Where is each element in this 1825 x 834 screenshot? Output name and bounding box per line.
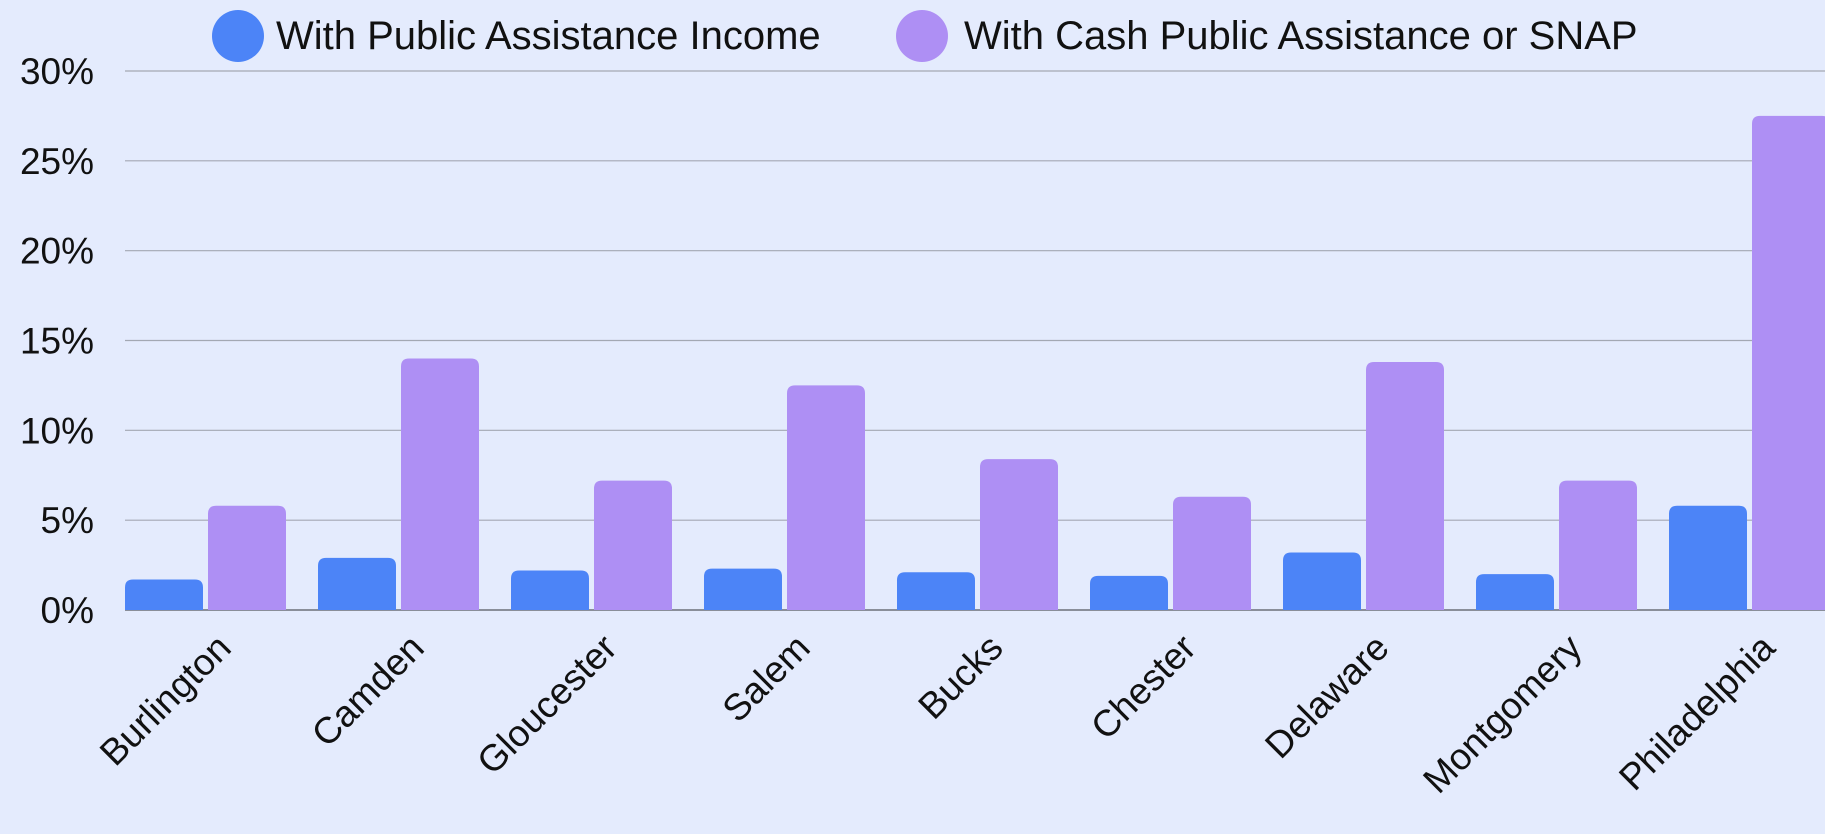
y-tick-label: 25% [20,141,94,182]
legend-swatch [896,10,948,62]
y-tick-label: 20% [20,231,94,272]
bar-public-assistance-income [511,570,589,610]
y-tick-label: 5% [41,500,94,541]
bar-cash-assistance-or-snap [1366,362,1444,610]
legend: With Public Assistance Income With Cash P… [212,10,1638,62]
legend-item-cash-assistance-or-snap: With Cash Public Assistance or SNAP [896,10,1638,62]
bar-cash-assistance-or-snap [401,358,479,610]
y-tick-label: 30% [20,51,94,92]
legend-label: With Public Assistance Income [276,14,821,58]
bar-cash-assistance-or-snap [594,480,672,610]
y-tick-label: 0% [41,590,94,631]
bar-public-assistance-income [704,568,782,610]
bar-public-assistance-income [1476,574,1554,610]
bar-public-assistance-income [1090,575,1168,610]
y-tick-label: 15% [20,321,94,362]
legend-swatch [212,10,264,62]
bar-public-assistance-income [897,572,975,610]
bar-cash-assistance-or-snap [1173,496,1251,610]
bar-public-assistance-income [318,557,396,610]
bar-public-assistance-income [1283,552,1361,610]
x-tick-label: Burlington [92,627,239,774]
bar-cash-assistance-or-snap [1559,480,1637,610]
legend-label: With Cash Public Assistance or SNAP [964,14,1638,58]
x-axis: Burlington Camden Gloucester Salem Bucks Ches… [92,626,1783,801]
x-tick-label: Camden [304,627,432,755]
bar-public-assistance-income [1669,505,1747,610]
bars [125,115,1825,610]
x-tick-label: Chester [1083,627,1204,748]
bar-public-assistance-income [125,579,203,610]
x-tick-label: Philadelphia [1611,626,1783,798]
bar-cash-assistance-or-snap [208,505,286,610]
bar-cash-assistance-or-snap [980,459,1058,610]
bar-cash-assistance-or-snap [1752,115,1825,610]
bar-cash-assistance-or-snap [787,385,865,610]
x-tick-label: Montgomery [1415,626,1590,801]
y-tick-label: 10% [20,410,94,451]
legend-item-public-assistance-income: With Public Assistance Income [212,10,821,62]
x-tick-label: Bucks [910,627,1010,727]
x-tick-label: Salem [714,627,817,730]
x-tick-label: Delaware [1257,627,1397,767]
x-tick-label: Gloucester [469,627,625,783]
y-axis: 0% 5% 10% 15% 20% 25% 30% [20,51,94,631]
